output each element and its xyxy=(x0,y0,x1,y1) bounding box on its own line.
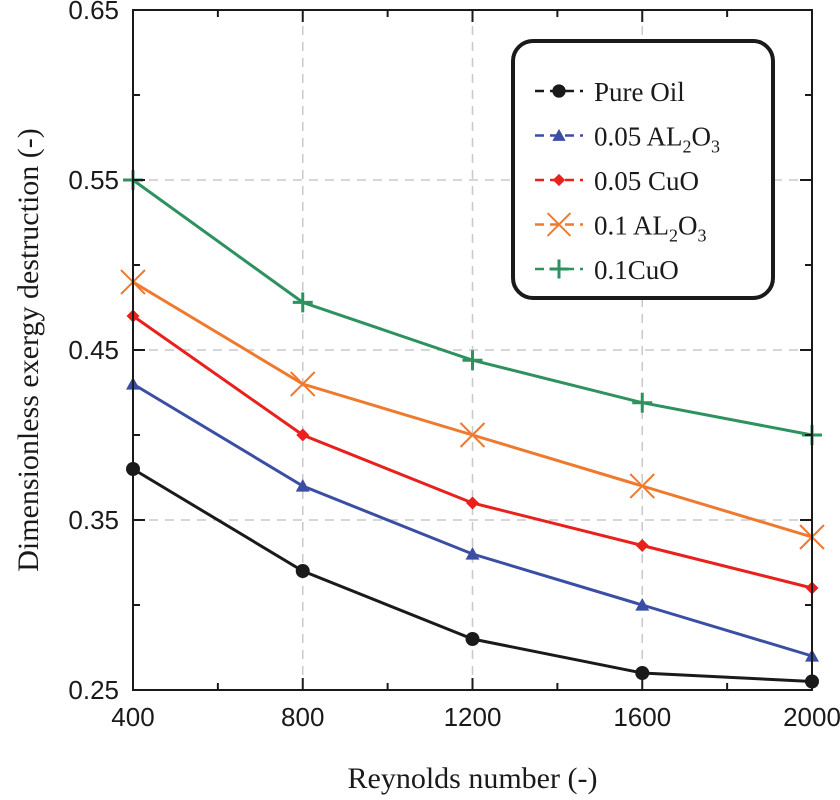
x-tick-label: 1600 xyxy=(613,702,671,732)
data-point-circle xyxy=(295,564,310,578)
marker-stroke xyxy=(459,422,486,448)
data-point-x xyxy=(546,212,572,237)
data-point-triangle xyxy=(465,547,480,560)
data-point-plus xyxy=(549,259,569,279)
marker-stroke xyxy=(546,212,572,237)
data-point-triangle xyxy=(635,598,650,611)
series-0-05-cuo xyxy=(126,309,819,595)
y-tick-label: 0.55 xyxy=(68,165,119,195)
data-point-triangle xyxy=(295,479,310,492)
legend-entry: 0.1CuO xyxy=(535,255,679,285)
series-layer xyxy=(120,170,825,689)
y-tick-label: 0.45 xyxy=(68,335,119,365)
data-point-x xyxy=(629,473,655,499)
data-point-diamond xyxy=(552,173,566,187)
y-tick-label: 0.35 xyxy=(68,505,119,535)
x-tick-label: 1200 xyxy=(444,702,502,732)
series-0-1cuo xyxy=(123,170,822,445)
legend: Pure Oil 0.05 AL2O3 0.05 CuO 0.1 AL2O3 0.1Cu… xyxy=(511,39,775,300)
data-point-x xyxy=(290,371,316,397)
data-point-circle xyxy=(465,632,480,646)
x-tick-label: 2000 xyxy=(783,702,840,732)
x-tick-label: 400 xyxy=(111,702,154,732)
legend-label: 0.1 AL2O3 xyxy=(594,211,707,246)
y-tick-label: 0.65 xyxy=(68,0,119,25)
data-point-diamond xyxy=(466,496,479,510)
data-point-diamond xyxy=(296,428,310,442)
axes-frame xyxy=(132,9,813,691)
legend-label: 0.1CuO xyxy=(594,255,679,285)
legend-entry: Pure Oil xyxy=(535,77,685,107)
data-point-x xyxy=(459,422,486,448)
data-point-plus xyxy=(292,292,313,313)
data-point-plus xyxy=(632,392,653,413)
tick-labels: 0.25 0.35 0.45 0.55 0.65 400 800 1200 1600 2000 xyxy=(68,0,840,732)
legend-entry: 0.1 AL2O3 xyxy=(535,211,707,246)
data-point-triangle xyxy=(552,128,566,141)
legend-label: Pure Oil xyxy=(594,77,685,107)
data-point-diamond xyxy=(635,539,649,552)
legend-box xyxy=(511,39,775,300)
data-point-circle xyxy=(635,666,650,680)
marker-stroke xyxy=(290,371,316,397)
marker-stroke xyxy=(629,473,655,499)
x-tick-label: 800 xyxy=(281,702,324,732)
y-axis-title: Dimensionless exergy destruction (-) xyxy=(12,128,45,572)
x-axis-title: Reynolds number (-) xyxy=(348,762,598,795)
legend-entry: 0.05 CuO xyxy=(535,166,699,196)
legend-label: 0.05 AL2O3 xyxy=(594,122,720,157)
y-tick-label: 0.25 xyxy=(68,675,119,705)
legend-label: 0.05 CuO xyxy=(594,166,699,196)
data-point-circle xyxy=(552,84,566,98)
data-point-plus xyxy=(462,350,483,371)
legend-entry: 0.05 AL2O3 xyxy=(535,122,720,157)
